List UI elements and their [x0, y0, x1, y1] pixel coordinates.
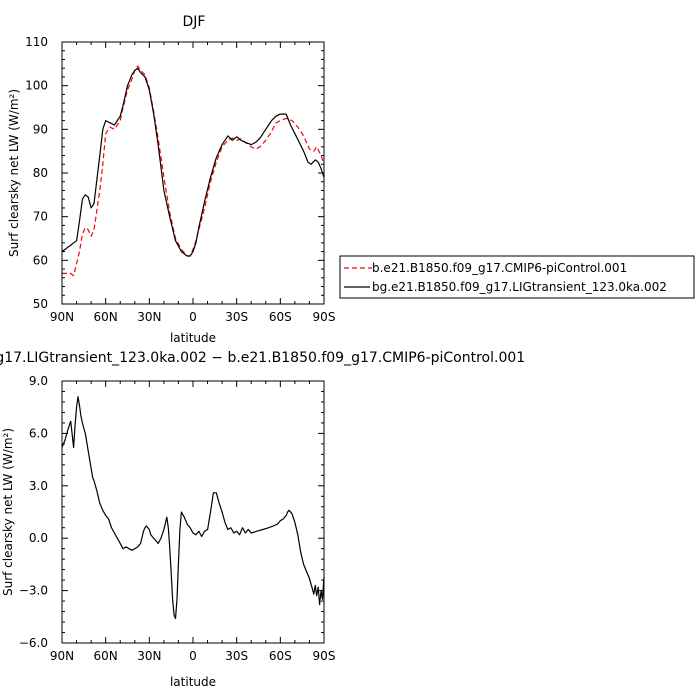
bottom-ticks: 90N 60N 30N 0 30S 60S 90S −6.0 −3.0 0.0 3.0 6.0 9.0 [19, 374, 336, 663]
top-plot-frame [61, 41, 325, 305]
bottom-title: bg.e21.B1850.f09_g17.LIGtransient_123.0k… [0, 350, 525, 366]
x-tick-label: 60S [269, 649, 292, 663]
x-tick-label: 60S [269, 310, 292, 324]
y-tick-label: −3.0 [19, 584, 48, 598]
x-tick-label: 90S [313, 310, 336, 324]
y-tick-label: 3.0 [29, 479, 48, 493]
x-tick-label: 0 [189, 649, 197, 663]
x-tick-label: 90S [313, 649, 336, 663]
y-tick-label: 60 [33, 253, 48, 267]
x-tick-label: 30N [137, 649, 161, 663]
top-xlabel: latitude [170, 331, 216, 345]
chart-top: DJF 90N 60N 30N 0 30S 60S 90S5060708090100110 … [7, 14, 695, 345]
top-series-group [61, 65, 325, 277]
y-tick-label: 110 [25, 35, 48, 49]
y-tick-label: 6.0 [29, 426, 48, 440]
legend-label-piControl: b.e21.B1850.f09_g17.CMIP6-piControl.001 [372, 261, 627, 275]
x-tick-label: 30S [225, 649, 248, 663]
y-tick-label: 70 [33, 210, 48, 224]
x-tick-label: 0 [189, 310, 197, 324]
series-line-0 [61, 396, 325, 620]
legend-frame [339, 255, 695, 299]
y-tick-label: 80 [33, 166, 48, 180]
bottom-xlabel: latitude [170, 675, 216, 689]
bottom-series-group [61, 396, 325, 620]
y-tick-label: −6.0 [19, 636, 48, 650]
x-tick-label: 30S [225, 310, 248, 324]
y-tick-label: 50 [33, 297, 48, 311]
series-line-1 [61, 67, 325, 257]
top-title: DJF [183, 14, 206, 30]
x-tick-label: 30N [137, 310, 161, 324]
bottom-plot-frame [61, 380, 325, 644]
y-tick-label: 0.0 [29, 531, 48, 545]
x-tick-label: 60N [94, 310, 118, 324]
bottom-ylabel: Surf clearsky net LW (W/m²) [1, 428, 15, 596]
y-tick-label: 9.0 [29, 374, 48, 388]
x-tick-label: 60N [94, 649, 118, 663]
top-ylabel: Surf clearsky net LW (W/m²) [7, 89, 21, 257]
y-tick-label: 100 [25, 79, 48, 93]
chart-bottom: bg.e21.B1850.f09_g17.LIGtransient_123.0k… [0, 350, 525, 689]
legend-label-LIGtransient: bg.e21.B1850.f09_g17.LIGtransient_123.0k… [372, 280, 667, 294]
x-tick-label: 90N [50, 310, 74, 324]
top-legend: b.e21.B1850.f09_g17.CMIP6-piControl.001 … [339, 255, 695, 299]
series-line-0 [62, 65, 325, 277]
top-ticks: 90N 60N 30N 0 30S 60S 90S 50 60 70 80 90 100 110 [25, 35, 335, 324]
y-tick-label: 90 [33, 122, 48, 136]
x-tick-label: 90N [50, 649, 74, 663]
